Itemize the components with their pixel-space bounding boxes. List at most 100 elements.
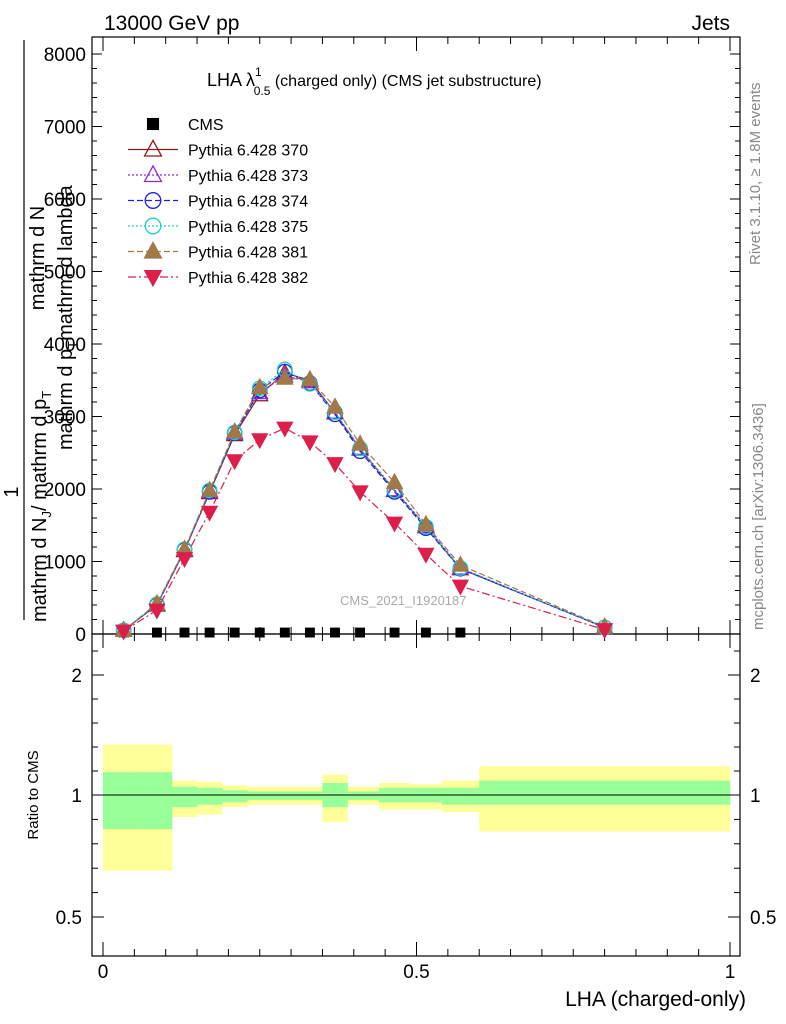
series-cms-point bbox=[420, 627, 431, 638]
series-pythia-6-428-382-point bbox=[385, 516, 404, 533]
plot-title-rest: (charged only) (CMS jet substructure) bbox=[270, 73, 541, 90]
header-right: Jets bbox=[691, 12, 730, 35]
series-pythia-6-428-381-point bbox=[225, 421, 244, 439]
legend-entry-pythia-6-428-382-label: Pythia 6.428 382 bbox=[188, 270, 308, 287]
ylabel-numerator: mathrm d N bbox=[27, 206, 49, 310]
series-pythia-6-428-382-point bbox=[276, 421, 294, 438]
main-y-tick-label: 7000 bbox=[44, 118, 86, 139]
series-pythia-6-428-382-point bbox=[115, 624, 133, 641]
legend-entry-pythia-6-428-375: Pythia 6.428 375 bbox=[128, 217, 308, 236]
legend-entry-pythia-6-428-374-label: Pythia 6.428 374 bbox=[188, 194, 308, 211]
legend-entry-pythia-6-428-375-marker bbox=[144, 217, 162, 235]
ratio-inner-band-bin bbox=[247, 791, 273, 800]
series-cms-point bbox=[455, 627, 466, 638]
plot-title-sub: 0.5 bbox=[254, 84, 271, 98]
series-pythia-6-428-381-point bbox=[417, 514, 435, 532]
ratio-y-axis-label: Ratio to CMS bbox=[25, 750, 42, 839]
plot-title-sup: 1 bbox=[255, 65, 262, 79]
series-cms bbox=[118, 627, 466, 638]
series-pythia-6-428-381-point bbox=[351, 434, 369, 451]
legend-entry-pythia-6-428-374: Pythia 6.428 374 bbox=[128, 192, 308, 211]
series-pythia-6-428-381-point bbox=[275, 368, 294, 385]
series-cms-point bbox=[229, 627, 240, 638]
legend-entry-pythia-6-428-381: Pythia 6.428 381 bbox=[128, 241, 308, 262]
legend-entry-pythia-6-428-373-label: Pythia 6.428 373 bbox=[188, 168, 308, 185]
legend-entry-cms: CMS bbox=[146, 117, 224, 134]
ylabel-one: 1 bbox=[1, 486, 23, 497]
legend-entry-pythia-6-428-373-marker bbox=[143, 164, 163, 183]
legend-entry-pythia-6-428-381-marker bbox=[143, 241, 163, 259]
legend-entry-pythia-6-428-373: Pythia 6.428 373 bbox=[128, 164, 308, 185]
legend-entry-cms-marker bbox=[146, 117, 160, 131]
ratio-y-tick-label: 1 bbox=[71, 786, 82, 807]
ratio-x-tick-label: 0 bbox=[98, 962, 109, 983]
main-y-axis-label: 1 mathrm d NJ/ mathrm d pT mathrm d N ma… bbox=[1, 40, 80, 622]
ratio-inner-band-bin bbox=[272, 791, 298, 800]
series-pythia-6-428-381-point bbox=[301, 369, 319, 387]
main-y-axis: 0 1000 2000 3000 4000 5000 6000 7000 8000 bbox=[44, 45, 740, 646]
legend-entry-pythia-6-428-374-marker bbox=[144, 192, 162, 209]
series-cms-point bbox=[355, 627, 366, 638]
main-series-layer bbox=[114, 361, 614, 641]
rivet-label: Rivet 3.1.10, ≥ 1.8M events bbox=[747, 83, 764, 266]
series-pythia-6-428-382-point bbox=[226, 454, 244, 471]
main-x-ticks bbox=[102, 37, 731, 634]
legend-entry-pythia-6-428-382: Pythia 6.428 382 bbox=[128, 270, 308, 288]
ratio-inner-band-bin bbox=[103, 772, 141, 830]
main-y-tick-label: 2000 bbox=[44, 480, 86, 501]
ratio-inner-band-bin bbox=[297, 791, 323, 800]
legend-entry-cms-label: CMS bbox=[188, 117, 224, 134]
series-pythia-6-428-382-point bbox=[301, 435, 319, 452]
ratio-y-tick-label: 2 bbox=[71, 666, 82, 687]
main-y-tick-label: 1000 bbox=[44, 553, 86, 574]
series-pythia-6-428-381-point bbox=[451, 555, 470, 572]
series-pythia-6-428-381-point bbox=[326, 397, 344, 414]
plot-title-main: LHA λ bbox=[207, 70, 255, 90]
series-pythia-6-428-381-point bbox=[250, 377, 269, 395]
ratio-inner-band-bin bbox=[171, 786, 198, 808]
legend-entry-pythia-6-428-370: Pythia 6.428 370 bbox=[128, 139, 308, 160]
series-pythia-6-428-382-point bbox=[595, 623, 614, 640]
series-pythia-6-428-375-line bbox=[123, 368, 605, 631]
series-pythia-6-428-382 bbox=[115, 421, 614, 641]
series-pythia-6-428-382-point bbox=[148, 603, 166, 620]
ratio-y-tick-label: 0.5 bbox=[56, 908, 82, 929]
legend-entry-pythia-6-428-381-label: Pythia 6.428 381 bbox=[188, 245, 308, 262]
ylabel-numerator-extra: mathrm d pTmathrm d lambda bbox=[55, 184, 80, 450]
series-cms-point bbox=[389, 627, 400, 638]
series-pythia-6-428-382-point bbox=[251, 433, 269, 450]
watermark: CMS_2021_I1920187 bbox=[340, 593, 467, 608]
ratio-uncertainty-bands bbox=[103, 744, 731, 871]
ratio-y-tick-label-right: 2 bbox=[750, 666, 761, 687]
ratio-inner-band-bin bbox=[347, 791, 380, 800]
legend-entry-pythia-6-428-370-marker bbox=[143, 139, 163, 157]
series-cms-point bbox=[204, 627, 215, 638]
ratio-y-axis: 0.5 0.5 1 1 2 2 bbox=[56, 650, 776, 929]
plot-title: LHA λ1 0.5 (charged only) (CMS jet substr… bbox=[207, 65, 542, 98]
ratio-y-tick-label-right: 0.5 bbox=[750, 908, 776, 929]
ylabel-denominator: mathrm d NJ/ mathrm d pT bbox=[29, 391, 54, 622]
x-axis-label: LHA (charged-only) bbox=[565, 988, 746, 1011]
ratio-inner-band-bin bbox=[140, 772, 173, 830]
main-y-tick-label: 5000 bbox=[44, 263, 86, 284]
series-pythia-6-428-382-point bbox=[326, 457, 344, 474]
series-pythia-6-428-382-point bbox=[351, 485, 369, 502]
series-pythia-6-428-382-point bbox=[451, 579, 470, 596]
series-pythia-6-428-382-point bbox=[175, 552, 194, 569]
mcplots-label: mcplots.cern.ch [arXiv:1306.3436] bbox=[750, 403, 767, 630]
series-pythia-6-428-381-point bbox=[200, 480, 219, 498]
main-y-tick-label: 0 bbox=[75, 625, 86, 646]
main-y-tick-label: 3000 bbox=[44, 408, 86, 429]
series-pythia-6-428-374-line bbox=[123, 370, 605, 631]
legend: CMS Pythia 6.428 370 Pythia 6.428 373 Pythi… bbox=[128, 117, 308, 288]
header-left: 13000 GeV pp bbox=[104, 12, 239, 35]
series-cms-point bbox=[179, 627, 190, 638]
ratio-y-tick-label-right: 1 bbox=[750, 786, 761, 807]
series-pythia-6-428-382-point bbox=[200, 505, 219, 522]
ratio-inner-band-bin bbox=[197, 787, 223, 805]
ratio-inner-band-bin bbox=[479, 780, 731, 805]
series-cms-point bbox=[279, 627, 290, 638]
legend-entry-pythia-6-428-375-label: Pythia 6.428 375 bbox=[188, 219, 308, 236]
ratio-x-axis: 0 0.5 1 bbox=[98, 634, 735, 983]
